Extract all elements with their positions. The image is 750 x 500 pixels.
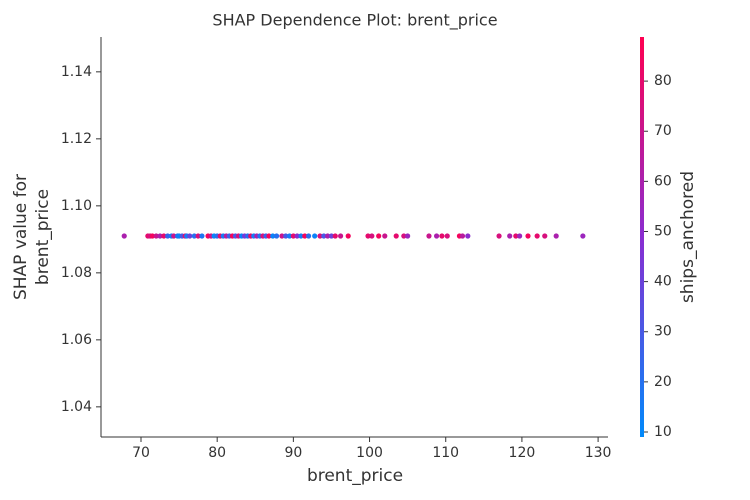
colorbar-tick-label: 80 xyxy=(654,73,672,89)
colorbar-tick-label: 30 xyxy=(654,324,672,340)
point xyxy=(439,233,445,239)
point xyxy=(382,233,388,239)
point xyxy=(165,233,171,239)
point xyxy=(283,233,289,239)
point xyxy=(274,233,280,239)
point xyxy=(149,233,156,239)
x-axis-label: brent_price xyxy=(307,466,403,486)
point xyxy=(312,233,318,239)
point xyxy=(325,233,331,239)
point xyxy=(496,233,502,239)
point xyxy=(195,233,201,239)
y-axis-label: SHAP value for brent_price xyxy=(11,174,53,300)
x-tick-label: 70 xyxy=(132,445,150,461)
colorbar-tick-label: 10 xyxy=(654,424,672,440)
point xyxy=(465,233,471,239)
point xyxy=(286,233,293,239)
colorbar-tick-label: 60 xyxy=(654,173,672,189)
point xyxy=(270,233,276,239)
point xyxy=(365,233,371,239)
point xyxy=(294,233,300,239)
y-tick-label: 1.08 xyxy=(61,265,92,281)
point xyxy=(401,233,407,239)
point xyxy=(279,233,285,239)
y-tick-label: 1.04 xyxy=(61,399,92,415)
point xyxy=(199,233,205,239)
point xyxy=(393,233,399,239)
point xyxy=(290,233,296,239)
x-tick-label: 120 xyxy=(509,445,536,461)
point xyxy=(121,233,127,239)
point xyxy=(507,233,513,239)
point xyxy=(553,233,559,239)
chart-title: SHAP Dependence Plot: brent_price xyxy=(212,11,497,31)
point xyxy=(157,233,163,239)
y-tick-label: 1.14 xyxy=(61,64,92,80)
y-tick-label: 1.06 xyxy=(61,332,92,348)
point xyxy=(317,233,323,239)
y-axis-label-line: brent_price xyxy=(33,189,53,285)
point xyxy=(266,233,272,239)
point xyxy=(376,233,382,239)
point xyxy=(191,233,197,239)
point xyxy=(580,233,586,239)
x-tick-label: 130 xyxy=(585,445,612,461)
point xyxy=(542,233,548,239)
point xyxy=(369,233,375,239)
x-tick-label: 80 xyxy=(208,445,226,461)
point xyxy=(433,233,440,239)
point xyxy=(153,233,159,239)
colorbar-tick-label: 50 xyxy=(654,223,672,239)
y-tick-label: 1.12 xyxy=(61,131,92,147)
colorbar-label: ships_anchored xyxy=(678,171,698,303)
point xyxy=(534,233,540,239)
point xyxy=(525,233,531,239)
point xyxy=(298,233,304,239)
point xyxy=(426,233,432,239)
point xyxy=(345,233,351,239)
point xyxy=(459,233,466,239)
point xyxy=(328,233,335,239)
point xyxy=(337,233,344,239)
point xyxy=(171,233,177,239)
colorbar-tick-label: 70 xyxy=(654,123,672,139)
point xyxy=(513,233,519,239)
point xyxy=(517,233,523,239)
point xyxy=(161,233,167,239)
point xyxy=(405,233,411,239)
colorbar xyxy=(640,37,644,437)
x-tick-label: 90 xyxy=(284,445,302,461)
colorbar-tick-label: 20 xyxy=(654,374,672,390)
y-axis-label-line: SHAP value for xyxy=(11,174,31,300)
colorbar-tick-label: 40 xyxy=(654,274,672,290)
point xyxy=(444,233,450,239)
x-tick-label: 110 xyxy=(432,445,459,461)
y-tick-label: 1.10 xyxy=(61,198,92,214)
point xyxy=(187,233,193,239)
x-tick-label: 100 xyxy=(356,445,383,461)
point xyxy=(332,233,338,239)
point xyxy=(305,233,312,239)
point xyxy=(302,233,308,239)
point xyxy=(321,233,327,239)
